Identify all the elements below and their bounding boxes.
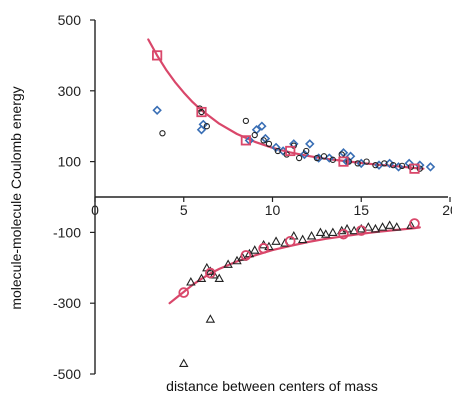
data-point-triangle bbox=[406, 220, 416, 229]
y-tick-label: -300 bbox=[53, 295, 81, 311]
data-point-triangle bbox=[370, 223, 381, 233]
data-point-circle bbox=[274, 147, 281, 155]
data-point-square bbox=[409, 163, 420, 174]
y-tick-label: -100 bbox=[53, 224, 81, 240]
y-tick-label: 500 bbox=[58, 12, 82, 28]
data-point-triangle bbox=[205, 266, 216, 275]
data-point-open-circle bbox=[258, 243, 269, 254]
x-tick-label: 0 bbox=[91, 202, 99, 218]
x-axis-label: distance between centers of mass bbox=[166, 378, 378, 394]
data-point-circle bbox=[203, 123, 210, 130]
data-point-open-circle bbox=[409, 218, 420, 229]
data-point-circle bbox=[329, 156, 336, 163]
data-point-triangle bbox=[271, 236, 281, 245]
data-point-circle bbox=[242, 117, 250, 125]
fit-curve-layer bbox=[147, 38, 425, 305]
x-tick-label: 15 bbox=[353, 202, 369, 218]
data-point-circle bbox=[320, 153, 328, 160]
data-point-circle bbox=[251, 131, 258, 139]
data-point-circle bbox=[303, 147, 310, 155]
data-point-triangle bbox=[196, 273, 207, 283]
data-point-square bbox=[285, 145, 296, 157]
data-point-open-circle bbox=[205, 267, 216, 279]
data-point-circle bbox=[198, 108, 205, 116]
data-point-square bbox=[338, 156, 349, 167]
data-point-circle bbox=[416, 165, 423, 172]
data-point-circle bbox=[372, 161, 379, 169]
y-axis-label: molecule-molecule Coulomb energy bbox=[8, 86, 24, 309]
data-point-diamond bbox=[305, 139, 315, 149]
data-point-square bbox=[196, 106, 207, 118]
data-point-square bbox=[240, 135, 251, 146]
marker-layer bbox=[152, 50, 436, 367]
data-point-circle bbox=[398, 162, 406, 169]
data-point-circle bbox=[354, 160, 361, 167]
y-ticks: -500 -300 -100 100 300 500 bbox=[53, 12, 95, 382]
data-point-triangle bbox=[384, 220, 395, 229]
data-point-diamond bbox=[257, 121, 267, 131]
data-point-circle bbox=[260, 137, 267, 144]
x-ticks: 0 5 10 15 20 bbox=[91, 197, 452, 218]
x-tick-label: 10 bbox=[265, 202, 281, 218]
data-point-triangle bbox=[214, 273, 224, 283]
data-point-diamond bbox=[404, 158, 414, 169]
data-point-triangle bbox=[297, 234, 308, 244]
data-point-open-circle bbox=[355, 225, 367, 236]
data-point-triangle bbox=[205, 314, 216, 323]
data-point-triangle bbox=[179, 358, 189, 367]
data-point-triangle bbox=[356, 223, 366, 233]
data-point-triangle bbox=[377, 222, 388, 231]
data-point-circle bbox=[390, 161, 397, 169]
data-point-diamond bbox=[425, 162, 436, 172]
data-point-triangle bbox=[363, 222, 374, 231]
data-point-diamond bbox=[196, 125, 207, 135]
data-point-circle bbox=[295, 154, 303, 162]
data-point-triangle bbox=[209, 269, 219, 279]
data-point-square bbox=[152, 50, 163, 61]
x-tick-label: 20 bbox=[442, 202, 452, 218]
data-point-circle bbox=[265, 140, 273, 148]
data-point-open-circle bbox=[338, 228, 349, 240]
data-point-triangle bbox=[186, 277, 196, 286]
data-point-circle bbox=[159, 130, 166, 137]
y-tick-label: 300 bbox=[58, 83, 82, 99]
data-point-diamond bbox=[271, 142, 281, 153]
data-point-circle bbox=[313, 154, 321, 162]
data-point-circle bbox=[363, 158, 370, 165]
y-tick-label: 100 bbox=[58, 154, 82, 170]
data-point-triangle bbox=[392, 222, 402, 231]
data-point-triangle bbox=[315, 227, 326, 236]
x-tick-label: 5 bbox=[180, 202, 188, 218]
data-point-triangle bbox=[306, 231, 317, 240]
data-point-diamond bbox=[152, 105, 162, 116]
data-point-triangle bbox=[328, 227, 338, 236]
data-point-circle bbox=[381, 160, 388, 167]
data-point-triangle bbox=[321, 229, 331, 238]
data-point-circle bbox=[345, 158, 352, 165]
data-point-triangle bbox=[223, 259, 233, 268]
data-point-open-circle bbox=[284, 235, 296, 247]
data-point-diamond bbox=[384, 158, 395, 169]
data-point-triangle bbox=[237, 252, 248, 261]
data-point-triangle bbox=[250, 245, 260, 254]
y-tick-label: -500 bbox=[53, 366, 81, 382]
data-point-open-circle bbox=[240, 250, 252, 261]
data-point-open-circle bbox=[178, 287, 190, 298]
